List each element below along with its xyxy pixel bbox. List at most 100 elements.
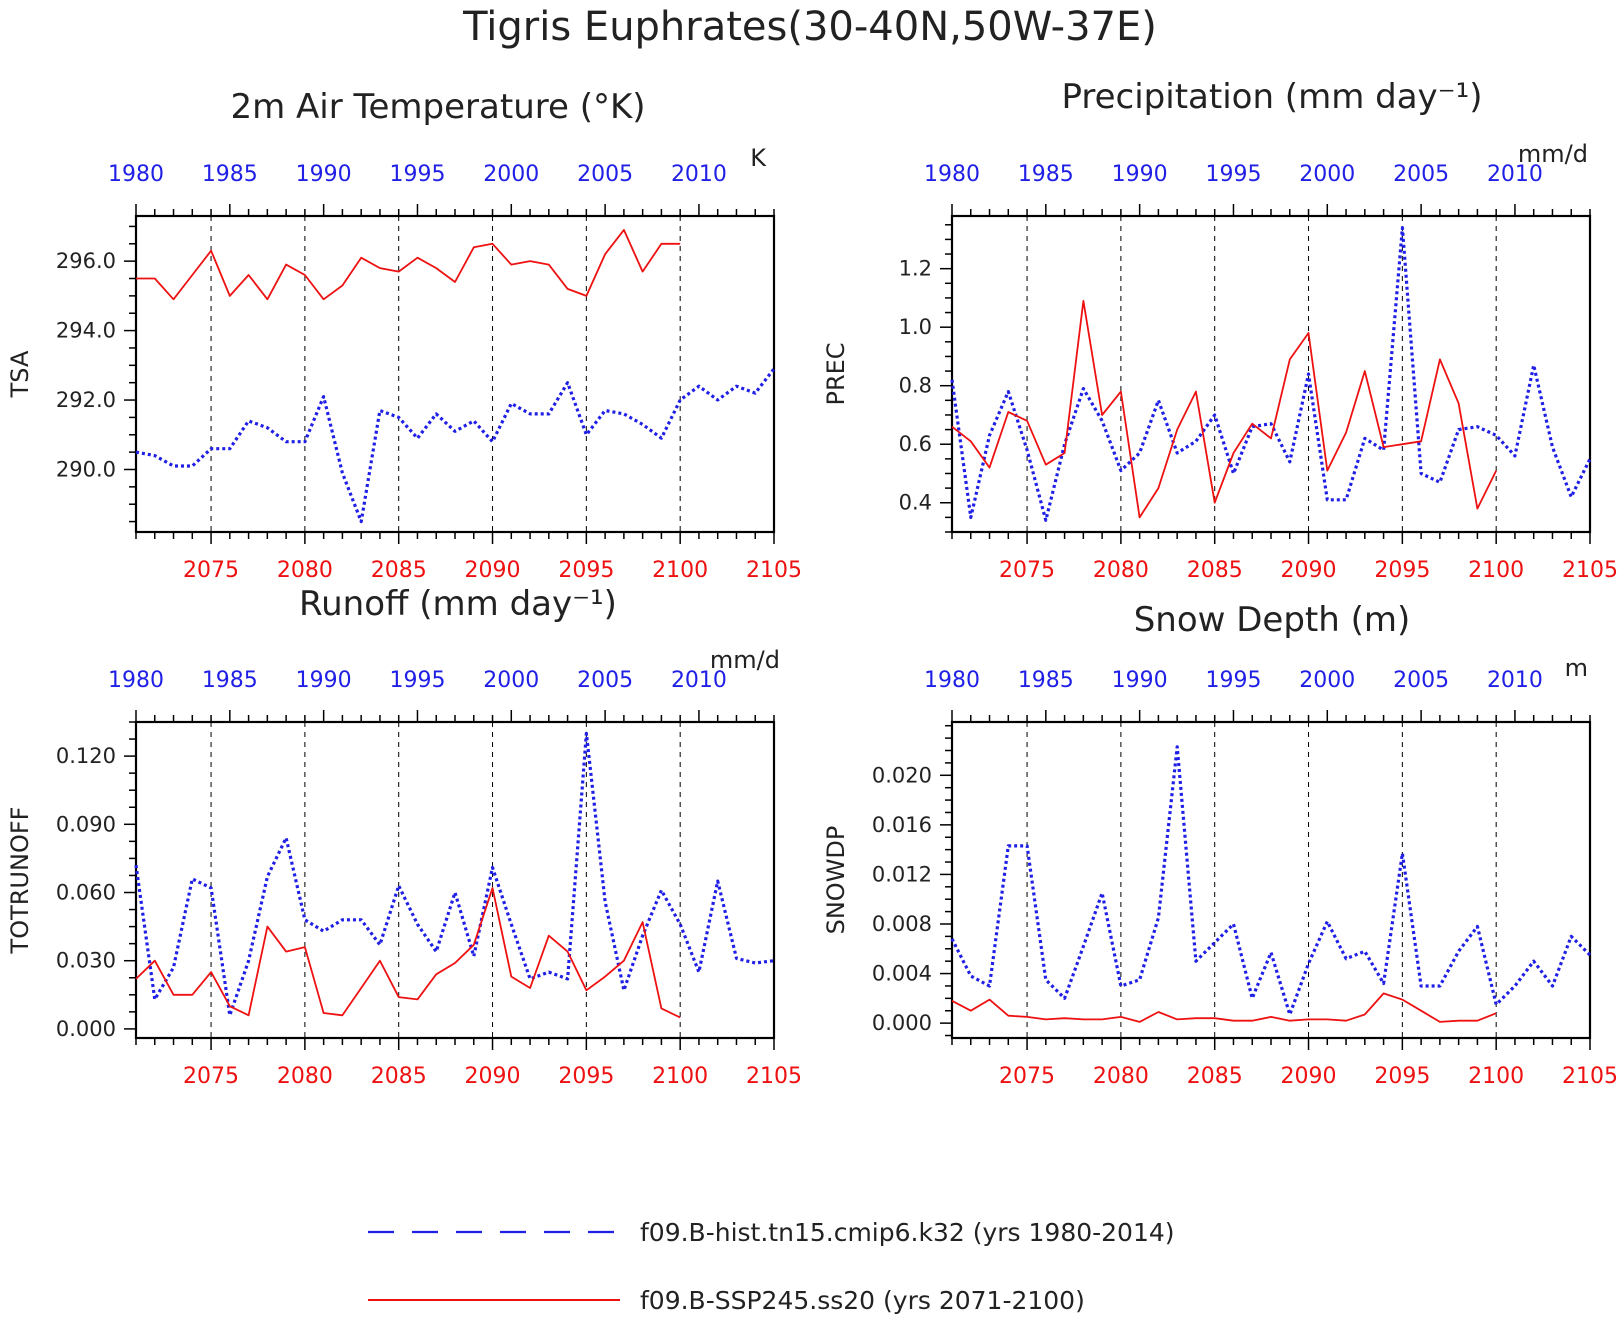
panel-title: Runoff (mm day⁻¹)	[299, 584, 617, 624]
x-tick-label-top: 2010	[671, 668, 727, 693]
x-tick-label-bottom: 2080	[1093, 1064, 1149, 1089]
y-tick-label: 0.012	[872, 862, 932, 886]
x-tick-label-top: 1985	[1018, 668, 1074, 693]
x-tick-label-bottom: 2090	[1281, 558, 1337, 583]
x-tick-label-bottom: 2095	[1374, 1064, 1430, 1089]
x-tick-label-bottom: 2105	[1562, 1064, 1618, 1089]
x-tick-label-bottom: 2100	[1468, 1064, 1524, 1089]
legend-label-ssp: f09.B-SSP245.ss20 (yrs 2071-2100)	[640, 1286, 1085, 1315]
x-tick-label-top: 1995	[1205, 668, 1261, 693]
panel-snowdp: Snow Depth (m) m SNOWDP 2075 2080 2085 2090 209…	[822, 600, 1618, 1089]
panel-title: Snow Depth (m)	[1134, 600, 1411, 640]
series-line-ssp	[951, 992, 1497, 1023]
x-tick-label-bottom: 2090	[1281, 1064, 1337, 1089]
figure-title: Tigris Euphrates(30-40N,50W-37E)	[462, 4, 1157, 50]
x-tick-label-top: 1990	[1112, 162, 1168, 187]
plot-frame	[950, 214, 1592, 534]
x-tick-label-bottom: 2100	[652, 1064, 708, 1089]
x-tick-label-bottom: 2080	[277, 558, 333, 583]
x-tick-label-top: 1995	[389, 162, 445, 187]
x-tick-label-bottom: 2090	[465, 558, 521, 583]
x-tick-label-bottom: 2075	[999, 1064, 1055, 1089]
y-tick-label: 0.060	[56, 881, 116, 905]
y-tick-label: 0.090	[56, 812, 116, 836]
x-tick-label-top: 1980	[924, 162, 980, 187]
x-tick-label-bottom: 2100	[652, 558, 708, 583]
y-tick-label: 1.0	[899, 315, 932, 339]
x-tick-label-bottom: 2105	[746, 558, 802, 583]
x-tick-label-top: 1985	[1018, 162, 1074, 187]
series-line-ssp	[136, 228, 681, 301]
x-tick-label-bottom: 2085	[1187, 1064, 1243, 1089]
series-line-ssp	[951, 299, 1498, 519]
x-tick-label-bottom: 2075	[183, 558, 239, 583]
series-line-ssp	[135, 887, 681, 1019]
panel-prec: Precipitation (mm day⁻¹) mm/d PREC 2075 2080…	[822, 77, 1618, 583]
legend-entry-ssp: f09.B-SSP245.ss20 (yrs 2071-2100)	[368, 1286, 1085, 1315]
y-tick-label: 0.6	[899, 432, 932, 456]
x-tick-label-top: 2000	[483, 668, 539, 693]
x-tick-label-bottom: 2095	[558, 558, 614, 583]
y-tick-label: 290.0	[56, 457, 116, 481]
y-tick-label: 0.120	[56, 744, 116, 768]
x-tick-label-top: 2010	[1487, 668, 1543, 693]
unit-label: K	[750, 144, 767, 172]
panels: 2m Air Temperature (°K) K TSA 2075 2080 2085 2…	[6, 77, 1618, 1089]
y-axis-label: PREC	[822, 342, 850, 405]
y-tick-label: 292.0	[56, 388, 116, 412]
y-tick-label: 0.016	[872, 813, 932, 837]
x-tick-label-top: 1980	[108, 162, 164, 187]
x-tick-label-bottom: 2075	[999, 558, 1055, 583]
x-tick-label-bottom: 2085	[371, 558, 427, 583]
x-tick-label-bottom: 2100	[1468, 558, 1524, 583]
y-axis-label: TOTRUNOFF	[6, 807, 34, 955]
panel-tsa: 2m Air Temperature (°K) K TSA 2075 2080 2085 2…	[6, 87, 802, 583]
y-tick-label: 0.000	[56, 1017, 116, 1041]
x-tick-label-top: 2005	[577, 668, 633, 693]
y-tick-label: 0.030	[56, 949, 116, 973]
x-tick-label-top: 1995	[389, 668, 445, 693]
legend-label-hist: f09.B-hist.tn15.cmip6.k32 (yrs 1980-2014…	[640, 1218, 1175, 1247]
x-tick-label-top: 1990	[296, 162, 352, 187]
x-tick-label-bottom: 2085	[1187, 558, 1243, 583]
x-tick-label-top: 1980	[108, 668, 164, 693]
x-tick-label-bottom: 2080	[1093, 558, 1149, 583]
panel-title: Precipitation (mm day⁻¹)	[1061, 77, 1482, 117]
series-line-hist	[950, 226, 1592, 522]
series-line-hist	[135, 367, 776, 524]
y-tick-label: 0.4	[899, 491, 932, 515]
x-tick-label-bottom: 2095	[1374, 558, 1430, 583]
x-tick-label-top: 2010	[671, 162, 727, 187]
y-tick-label: 0.000	[872, 1011, 932, 1035]
x-tick-label-top: 2005	[1393, 668, 1449, 693]
y-tick-label: 0.008	[872, 912, 932, 936]
x-tick-label-bottom: 2075	[183, 1064, 239, 1089]
y-tick-label: 0.004	[872, 962, 932, 986]
unit-label: mm/d	[1518, 140, 1588, 168]
series-line-hist	[950, 745, 1592, 1017]
x-tick-label-top: 1985	[202, 162, 258, 187]
x-tick-label-top: 2010	[1487, 162, 1543, 187]
legend-entry-hist: f09.B-hist.tn15.cmip6.k32 (yrs 1980-2014…	[368, 1218, 1175, 1247]
x-tick-label-bottom: 2105	[746, 1064, 802, 1089]
x-tick-label-top: 1995	[1205, 162, 1261, 187]
unit-label: m	[1565, 654, 1588, 682]
plot-frame	[134, 720, 776, 1040]
x-tick-label-top: 1980	[924, 668, 980, 693]
x-tick-label-top: 2000	[1299, 668, 1355, 693]
plot-frame	[134, 214, 776, 534]
y-axis-label: TSA	[6, 350, 34, 398]
y-tick-label: 0.8	[899, 374, 932, 398]
x-tick-label-top: 2005	[577, 162, 633, 187]
panel-totrunoff: Runoff (mm day⁻¹) mm/d TOTRUNOFF 2075 2080 20…	[6, 584, 802, 1089]
y-axis-label: SNOWDP	[822, 826, 850, 935]
x-tick-label-top: 1990	[1112, 668, 1168, 693]
x-tick-label-bottom: 2080	[277, 1064, 333, 1089]
x-tick-label-bottom: 2105	[1562, 558, 1618, 583]
y-tick-label: 0.020	[872, 763, 932, 787]
x-tick-label-bottom: 2085	[371, 1064, 427, 1089]
panel-title: 2m Air Temperature (°K)	[230, 87, 645, 127]
x-tick-label-top: 1985	[202, 668, 258, 693]
x-tick-label-bottom: 2090	[465, 1064, 521, 1089]
